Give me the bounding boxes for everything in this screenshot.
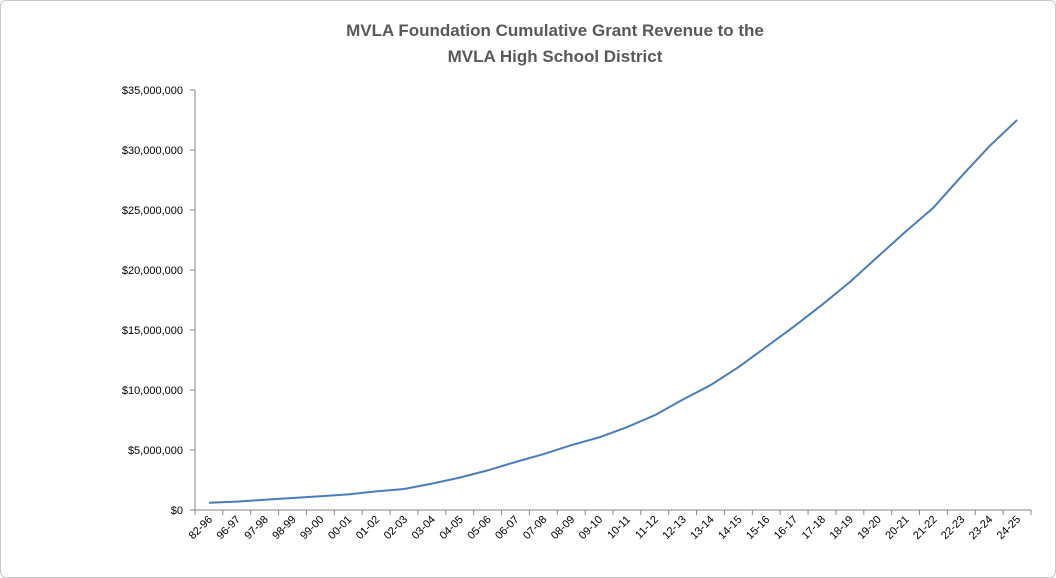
x-axis-tick-label: 02-03 [382,514,410,542]
x-axis-tick-label: 12-13 [660,514,688,542]
x-axis-tick-label: 01-02 [354,514,382,542]
x-axis-tick-label: 16-17 [772,514,800,542]
x-axis-tick-label: 08-09 [549,514,577,542]
x-axis-tick-label: 82-96 [187,514,215,542]
x-axis-tick-label: 15-16 [744,514,772,542]
y-axis-tick-label: $0 [171,505,183,517]
x-axis-tick-label: 05-06 [465,514,493,542]
x-axis-tick-label: 24-25 [995,514,1023,542]
chart-title-line-2: MVLA High School District [448,47,663,66]
x-axis-tick-label: 19-20 [855,514,883,542]
x-axis-tick-label: 21-22 [911,514,939,542]
chart-axes [190,89,1032,515]
x-axis-tick-label: 17-18 [800,514,828,542]
x-axis-tick-labels: 82-96 96-97 97-98 98-99 99-00 00-01 01-02 02-03… [187,514,1024,542]
x-axis-tick-label: 23-24 [967,514,995,542]
x-axis-tick-label: 07-08 [521,514,549,542]
x-axis-tick-label: 96-97 [215,514,243,542]
x-axis-tick-label: 09-10 [577,514,605,542]
x-axis-tick-label: 11-12 [633,514,661,542]
y-axis-tick-label: $5,000,000 [128,445,183,457]
y-axis-tick-label: $25,000,000 [122,205,183,217]
y-axis-tick-label: $15,000,000 [122,325,183,337]
y-axis-tick-label: $20,000,000 [122,265,183,277]
y-axis-tick-label: $35,000,000 [122,85,183,97]
x-axis-tick-label: 06-07 [493,514,521,542]
x-axis-tick-label: 00-01 [326,514,354,542]
x-axis-tick-label: 98-99 [270,514,298,542]
x-axis-tick-label: 20-21 [883,514,911,542]
x-axis-tick-label: 14-15 [716,514,744,542]
y-axis-tick-label: $10,000,000 [122,385,183,397]
x-axis-tick-label: 10-11 [605,514,633,542]
x-axis-tick-label: 99-00 [298,514,326,542]
chart-title-line-1: MVLA Foundation Cumulative Grant Revenue… [346,21,764,40]
x-axis-tick-label: 18-19 [828,514,856,542]
y-axis-tick-labels: $0 $5,000,000 $10,000,000 $15,000,000 $20,00… [122,85,183,517]
plot-area [208,119,1018,504]
y-axis-tick-label: $30,000,000 [122,145,183,157]
x-axis-tick-label: 13-14 [688,514,716,542]
x-axis-tick-label: 97-98 [242,514,270,542]
x-axis-tick-label: 04-05 [437,514,465,542]
x-axis-tick-label: 22-23 [939,514,967,542]
x-axis-tick-label: 03-04 [410,514,438,542]
series-line [208,119,1018,504]
